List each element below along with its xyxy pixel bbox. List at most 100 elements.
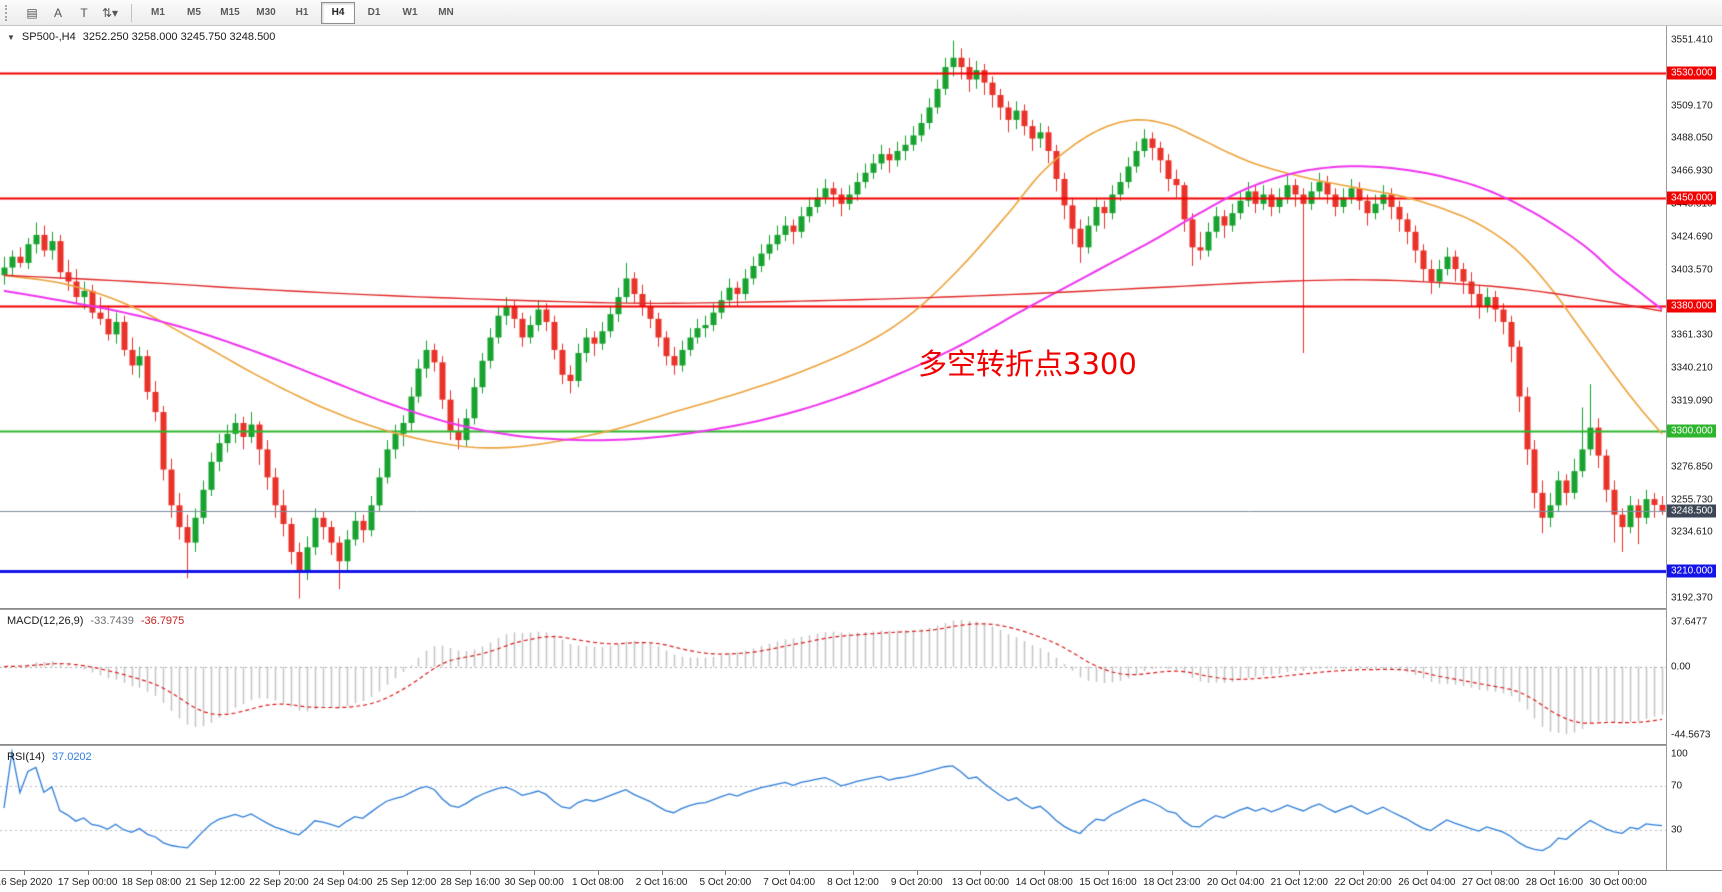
timeframe-button-d1[interactable]: D1	[367, 7, 381, 18]
time-axis-tick	[916, 871, 918, 875]
time-axis-label: 22 Oct 20:00	[1334, 877, 1392, 888]
time-axis-tick	[278, 871, 280, 875]
rsi-canvas[interactable]	[0, 746, 1666, 870]
timeframe-button-m5[interactable]: M5	[187, 7, 201, 18]
rsi-axis-30: 30	[1671, 824, 1683, 836]
time-axis-label: 18 Oct 23:00	[1143, 877, 1201, 888]
price-scale-tick: 3509.170	[1671, 100, 1713, 112]
timeframe-button-w1[interactable]: W1	[402, 7, 418, 18]
rsi-axis-100: 100	[1671, 748, 1688, 760]
price-tag-3248.500[interactable]: 3248.500	[1667, 504, 1716, 518]
time-axis-label: 30 Oct 00:00	[1589, 877, 1647, 888]
time-axis-label: 25 Sep 12:00	[376, 877, 437, 888]
collapse-arrow-icon[interactable]: ▼	[7, 32, 15, 42]
macd-main-value: -33.7439	[90, 615, 134, 627]
rsi-value: 37.0202	[51, 751, 92, 763]
price-scale-tick: 3551.410	[1671, 34, 1713, 46]
text-t-icon[interactable]: T	[80, 5, 88, 20]
chart-window-icon[interactable]: ▤	[26, 5, 38, 20]
rsi-name: RSI(14)	[7, 751, 45, 763]
time-axis-label: 18 Sep 08:00	[121, 877, 182, 888]
price-scale-tick: 3192.370	[1671, 592, 1713, 604]
price-tag-3300.000[interactable]: 3300.000	[1667, 424, 1716, 438]
time-axis-tick	[852, 871, 854, 875]
time-axis-label: 17 Sep 00:00	[57, 877, 118, 888]
time-axis-label: 1 Oct 08:00	[571, 877, 624, 888]
price-tag-3210.000[interactable]: 3210.000	[1667, 564, 1716, 578]
price-scale-tick: 3255.730	[1671, 494, 1713, 506]
macd-axis-zero: 0.00	[1671, 661, 1691, 673]
chart-symbol-label: ▼ SP500-,H4 3252.250 3258.000 3245.750 3…	[7, 31, 275, 43]
toolbar-separator	[131, 3, 132, 22]
time-axis-tick	[23, 871, 25, 875]
main-chart-canvas[interactable]	[0, 26, 1666, 608]
time-axis-tick	[789, 871, 791, 875]
timeframe-button-group: M1 M5 M15 M30 H1 H4 D1 W1 MN	[141, 1, 463, 24]
time-axis-tick	[1171, 871, 1173, 875]
timeframe-button-h4[interactable]: H4	[321, 1, 355, 24]
time-axis-label: 16 Sep 2020	[0, 877, 53, 888]
time-axis-tick	[1044, 871, 1046, 875]
symbol-name: SP500-,H4	[21, 31, 76, 43]
timeframe-button-m30[interactable]: M30	[256, 7, 276, 18]
time-axis-label: 27 Oct 08:00	[1461, 877, 1520, 888]
toolbar: ▤ A T ⇅▾ M1 M5 M15 M30 H1 H4 D1 W1 MN	[0, 0, 1722, 26]
time-axis-tick	[151, 871, 153, 875]
price-tag-3530.000[interactable]: 3530.000	[1667, 66, 1716, 80]
macd-signal-value: -36.7975	[140, 615, 185, 627]
time-axis-tick	[342, 871, 344, 875]
time-axis-tick	[1554, 871, 1556, 875]
time-axis-label: 21 Oct 12:00	[1270, 877, 1328, 888]
timeframe-button-mn[interactable]: MN	[438, 7, 454, 18]
time-axis-label: 8 Oct 12:00	[827, 877, 879, 888]
time-axis-tick	[661, 871, 663, 875]
time-axis-label: 26 Oct 04:00	[1398, 877, 1456, 888]
time-axis-tick	[215, 871, 217, 875]
time-scale[interactable]: 16 Sep 2020 17 Sep 00:00 18 Sep 08:00 21 Se…	[0, 870, 1722, 892]
chart-annotation-text[interactable]: 多空转折点3300	[918, 347, 1137, 381]
price-scale-tick: 3488.050	[1671, 132, 1713, 144]
time-axis-label: 13 Oct 00:00	[951, 877, 1010, 888]
macd-indicator-label: MACD(12,26,9) -33.7439 -36.7975	[7, 615, 184, 627]
annotate-a-icon[interactable]: A	[53, 5, 62, 20]
time-axis-label: 30 Sep 00:00	[504, 877, 564, 888]
panel-separator[interactable]	[0, 608, 1722, 610]
price-tag-3450.000[interactable]: 3450.000	[1667, 191, 1716, 205]
toolbar-icon-group: ▤ A T ⇅▾	[20, 2, 122, 24]
panel-separator[interactable]	[0, 744, 1722, 746]
price-scale-tick: 3340.210	[1671, 362, 1713, 374]
macd-axis-min: -44.5673	[1671, 729, 1711, 741]
time-axis-tick	[470, 871, 472, 875]
time-axis-tick	[725, 871, 727, 875]
toolbar-drag-handle[interactable]	[5, 4, 13, 21]
timeframe-button-m1[interactable]: M1	[151, 7, 165, 18]
price-scale[interactable]: 3551.410 3509.170 3488.050 3466.930 3445.810…	[1666, 26, 1722, 870]
time-axis-label: 21 Sep 12:00	[185, 877, 245, 888]
time-axis-tick	[406, 871, 408, 875]
time-axis-tick	[1299, 871, 1301, 875]
rsi-indicator-label: RSI(14) 37.0202	[7, 751, 92, 763]
time-axis-label: 22 Sep 20:00	[249, 877, 309, 888]
time-axis-label: 28 Sep 16:00	[440, 877, 501, 888]
timeframe-button-h1[interactable]: H1	[295, 7, 309, 18]
macd-axis-max: 37.6477	[1671, 616, 1708, 628]
rsi-axis-70: 70	[1671, 780, 1683, 792]
time-axis-tick	[1490, 871, 1492, 875]
time-axis-tick	[1426, 871, 1428, 875]
time-axis-label: 24 Sep 04:00	[313, 877, 373, 888]
price-tag-3380.000[interactable]: 3380.000	[1667, 299, 1716, 313]
time-axis-label: 5 Oct 20:00	[699, 877, 752, 888]
scale-arrows-icon[interactable]: ⇅▾	[101, 5, 119, 20]
time-axis-tick	[1363, 871, 1365, 875]
timeframe-button-m15[interactable]: M15	[220, 7, 240, 18]
time-axis-label: 15 Oct 16:00	[1079, 877, 1137, 888]
macd-canvas[interactable]	[0, 610, 1666, 744]
price-scale-tick: 3403.570	[1671, 264, 1713, 276]
price-scale-tick: 3361.330	[1671, 329, 1713, 341]
time-axis-tick	[534, 871, 536, 875]
time-axis-label: 28 Oct 16:00	[1525, 877, 1584, 888]
time-axis-tick	[980, 871, 982, 875]
macd-name: MACD(12,26,9)	[7, 615, 84, 627]
time-axis-tick	[1108, 871, 1109, 875]
price-scale-tick: 3445.810	[1671, 198, 1713, 210]
